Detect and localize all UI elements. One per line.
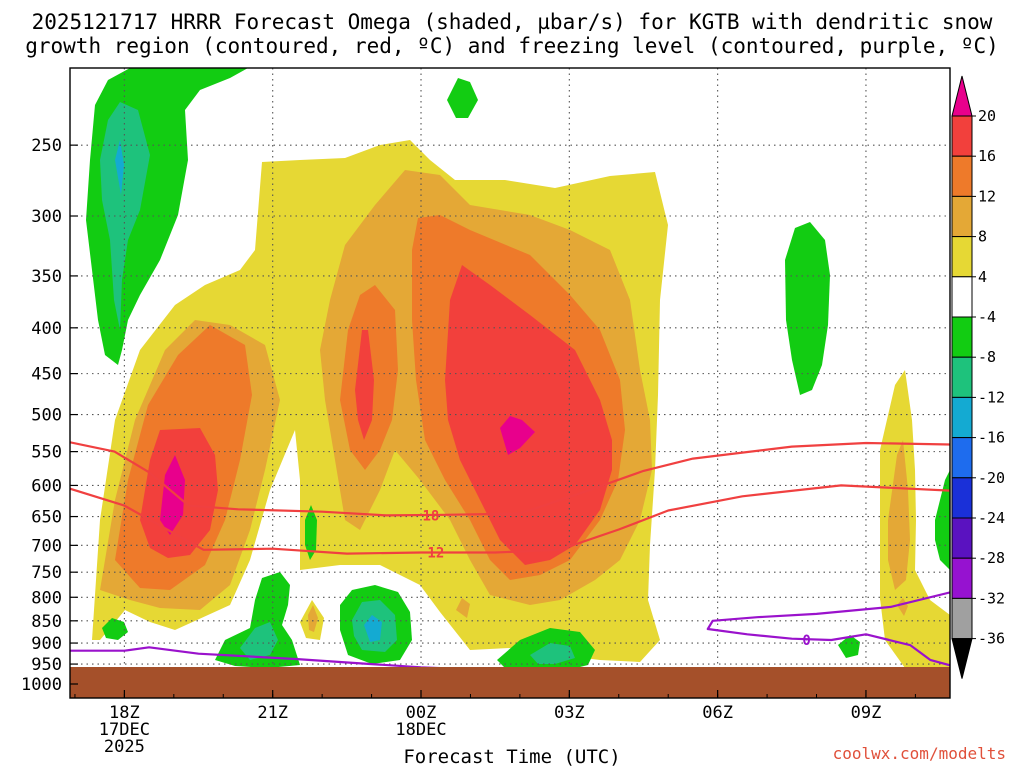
colorbar-label: -12 xyxy=(978,388,1005,406)
chart-title-line-1: 2025121717 HRRR Forecast Omega (shaded, … xyxy=(31,10,993,34)
colorbar-upper-extension xyxy=(951,75,973,117)
omega-sinking-region xyxy=(240,622,278,660)
x-tick-date-label: 18DEC xyxy=(395,720,446,740)
omega-rising-region xyxy=(500,416,535,455)
colorbar-segment xyxy=(951,115,973,157)
colorbar: 20 16 12 8 4 -4 -8 -12 -16 -20 -24 -28 -32 -36 xyxy=(951,75,1005,679)
grid-lines xyxy=(70,68,950,698)
y-tick-label: 350 xyxy=(31,267,62,287)
omega-rising-region xyxy=(160,455,185,535)
colorbar-label: -20 xyxy=(978,469,1005,487)
x-tick-label: 06Z xyxy=(702,703,733,723)
colorbar-label: 8 xyxy=(978,228,987,246)
dgz-lower-contour xyxy=(70,484,950,555)
y-tick-label: 800 xyxy=(31,588,62,608)
omega-sinking-region xyxy=(447,78,478,118)
colorbar-label: -4 xyxy=(978,308,996,326)
omega-sinking-region xyxy=(364,615,382,642)
y-tick-label: 650 xyxy=(31,508,62,528)
omega-sinking-region xyxy=(115,140,124,195)
omega-sinking-region xyxy=(785,222,830,395)
x-axis-title: Forecast Time (UTC) xyxy=(403,746,621,768)
plot-frame xyxy=(69,67,951,699)
contour-value-label: 0 xyxy=(802,633,810,649)
colorbar-segment xyxy=(951,236,973,278)
colorbar-segment xyxy=(951,316,973,358)
colorbar-label: 20 xyxy=(978,107,996,125)
contour-value-label: 12 xyxy=(427,546,444,562)
omega-sinking-region xyxy=(102,618,128,640)
colorbar-segment xyxy=(951,356,973,398)
colorbar-label: -8 xyxy=(978,348,996,366)
y-tick-label: 500 xyxy=(31,406,62,426)
colorbar-label: -36 xyxy=(978,630,1005,648)
y-tick-label: 450 xyxy=(31,365,62,385)
omega-sinking-region xyxy=(215,572,300,668)
omega-sinking-region xyxy=(305,505,317,560)
omega-rising-region xyxy=(888,440,910,590)
y-axis: 2503003504004505005506006507007508008509… xyxy=(21,136,78,695)
x-tick-label: 21Z xyxy=(257,703,288,723)
colorbar-segment xyxy=(951,597,973,640)
colorbar-segment xyxy=(951,437,973,479)
colorbar-label: -24 xyxy=(978,509,1005,527)
colorbar-segment xyxy=(951,155,973,197)
y-tick-label: 400 xyxy=(31,319,62,339)
x-tick-label: 09Z xyxy=(851,703,882,723)
omega-sinking-region xyxy=(530,643,575,664)
colorbar-lower-extension xyxy=(951,638,973,679)
omega-rising-region xyxy=(880,588,940,668)
dgz-upper-contour xyxy=(70,441,950,517)
omega-rising-region xyxy=(445,265,612,565)
y-tick-label: 250 xyxy=(31,136,62,156)
x-tick-label: 18Z xyxy=(109,703,140,723)
colorbar-label: 16 xyxy=(978,147,996,165)
y-tick-label: 950 xyxy=(31,655,62,675)
omega-rising-region xyxy=(456,598,470,618)
y-tick-label: 750 xyxy=(31,563,62,583)
colorbar-label: 12 xyxy=(978,187,996,205)
contour-value-label: 18 xyxy=(422,508,439,524)
y-tick-label: 700 xyxy=(31,536,62,556)
omega-shading xyxy=(86,68,950,672)
source-credit: coolwx.com/modelts xyxy=(832,744,1006,763)
freezing-level-east-contour xyxy=(706,591,950,667)
colorbar-segment xyxy=(951,477,973,519)
x-tick-date-label: 17DEC xyxy=(99,720,150,740)
colorbar-label: -16 xyxy=(978,429,1005,447)
x-tick-label: 03Z xyxy=(554,703,585,723)
y-tick-label: 850 xyxy=(31,612,62,632)
omega-rising-region xyxy=(308,605,318,632)
colorbar-label: 4 xyxy=(978,268,987,286)
omega-sinking-region xyxy=(838,635,860,658)
y-tick-label: 550 xyxy=(31,443,62,463)
x-tick-year-label: 2025 xyxy=(104,737,145,757)
chart-title-line-2: growth region (contoured, red, ºC) and f… xyxy=(25,34,999,58)
omega-rising-region xyxy=(355,330,374,440)
omega-sinking-region xyxy=(935,470,950,570)
colorbar-segment xyxy=(951,195,973,238)
x-tick-label: 00Z xyxy=(406,703,437,723)
y-tick-label: 600 xyxy=(31,476,62,496)
y-tick-label: 1000 xyxy=(21,675,62,695)
colorbar-segment xyxy=(951,517,973,559)
terrain-below-ground xyxy=(70,667,950,698)
colorbar-label: -32 xyxy=(978,589,1005,607)
colorbar-label: -28 xyxy=(978,549,1005,567)
y-tick-label: 900 xyxy=(31,634,62,654)
y-tick-label: 300 xyxy=(31,207,62,227)
colorbar-segment xyxy=(951,396,973,439)
colorbar-segment xyxy=(951,276,973,318)
colorbar-segment xyxy=(951,557,973,599)
